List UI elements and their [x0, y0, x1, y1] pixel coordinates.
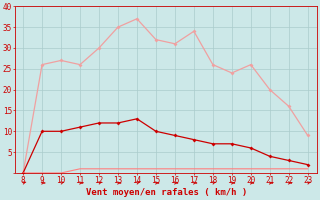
X-axis label: Vent moyen/en rafales ( km/h ): Vent moyen/en rafales ( km/h )	[86, 188, 247, 197]
